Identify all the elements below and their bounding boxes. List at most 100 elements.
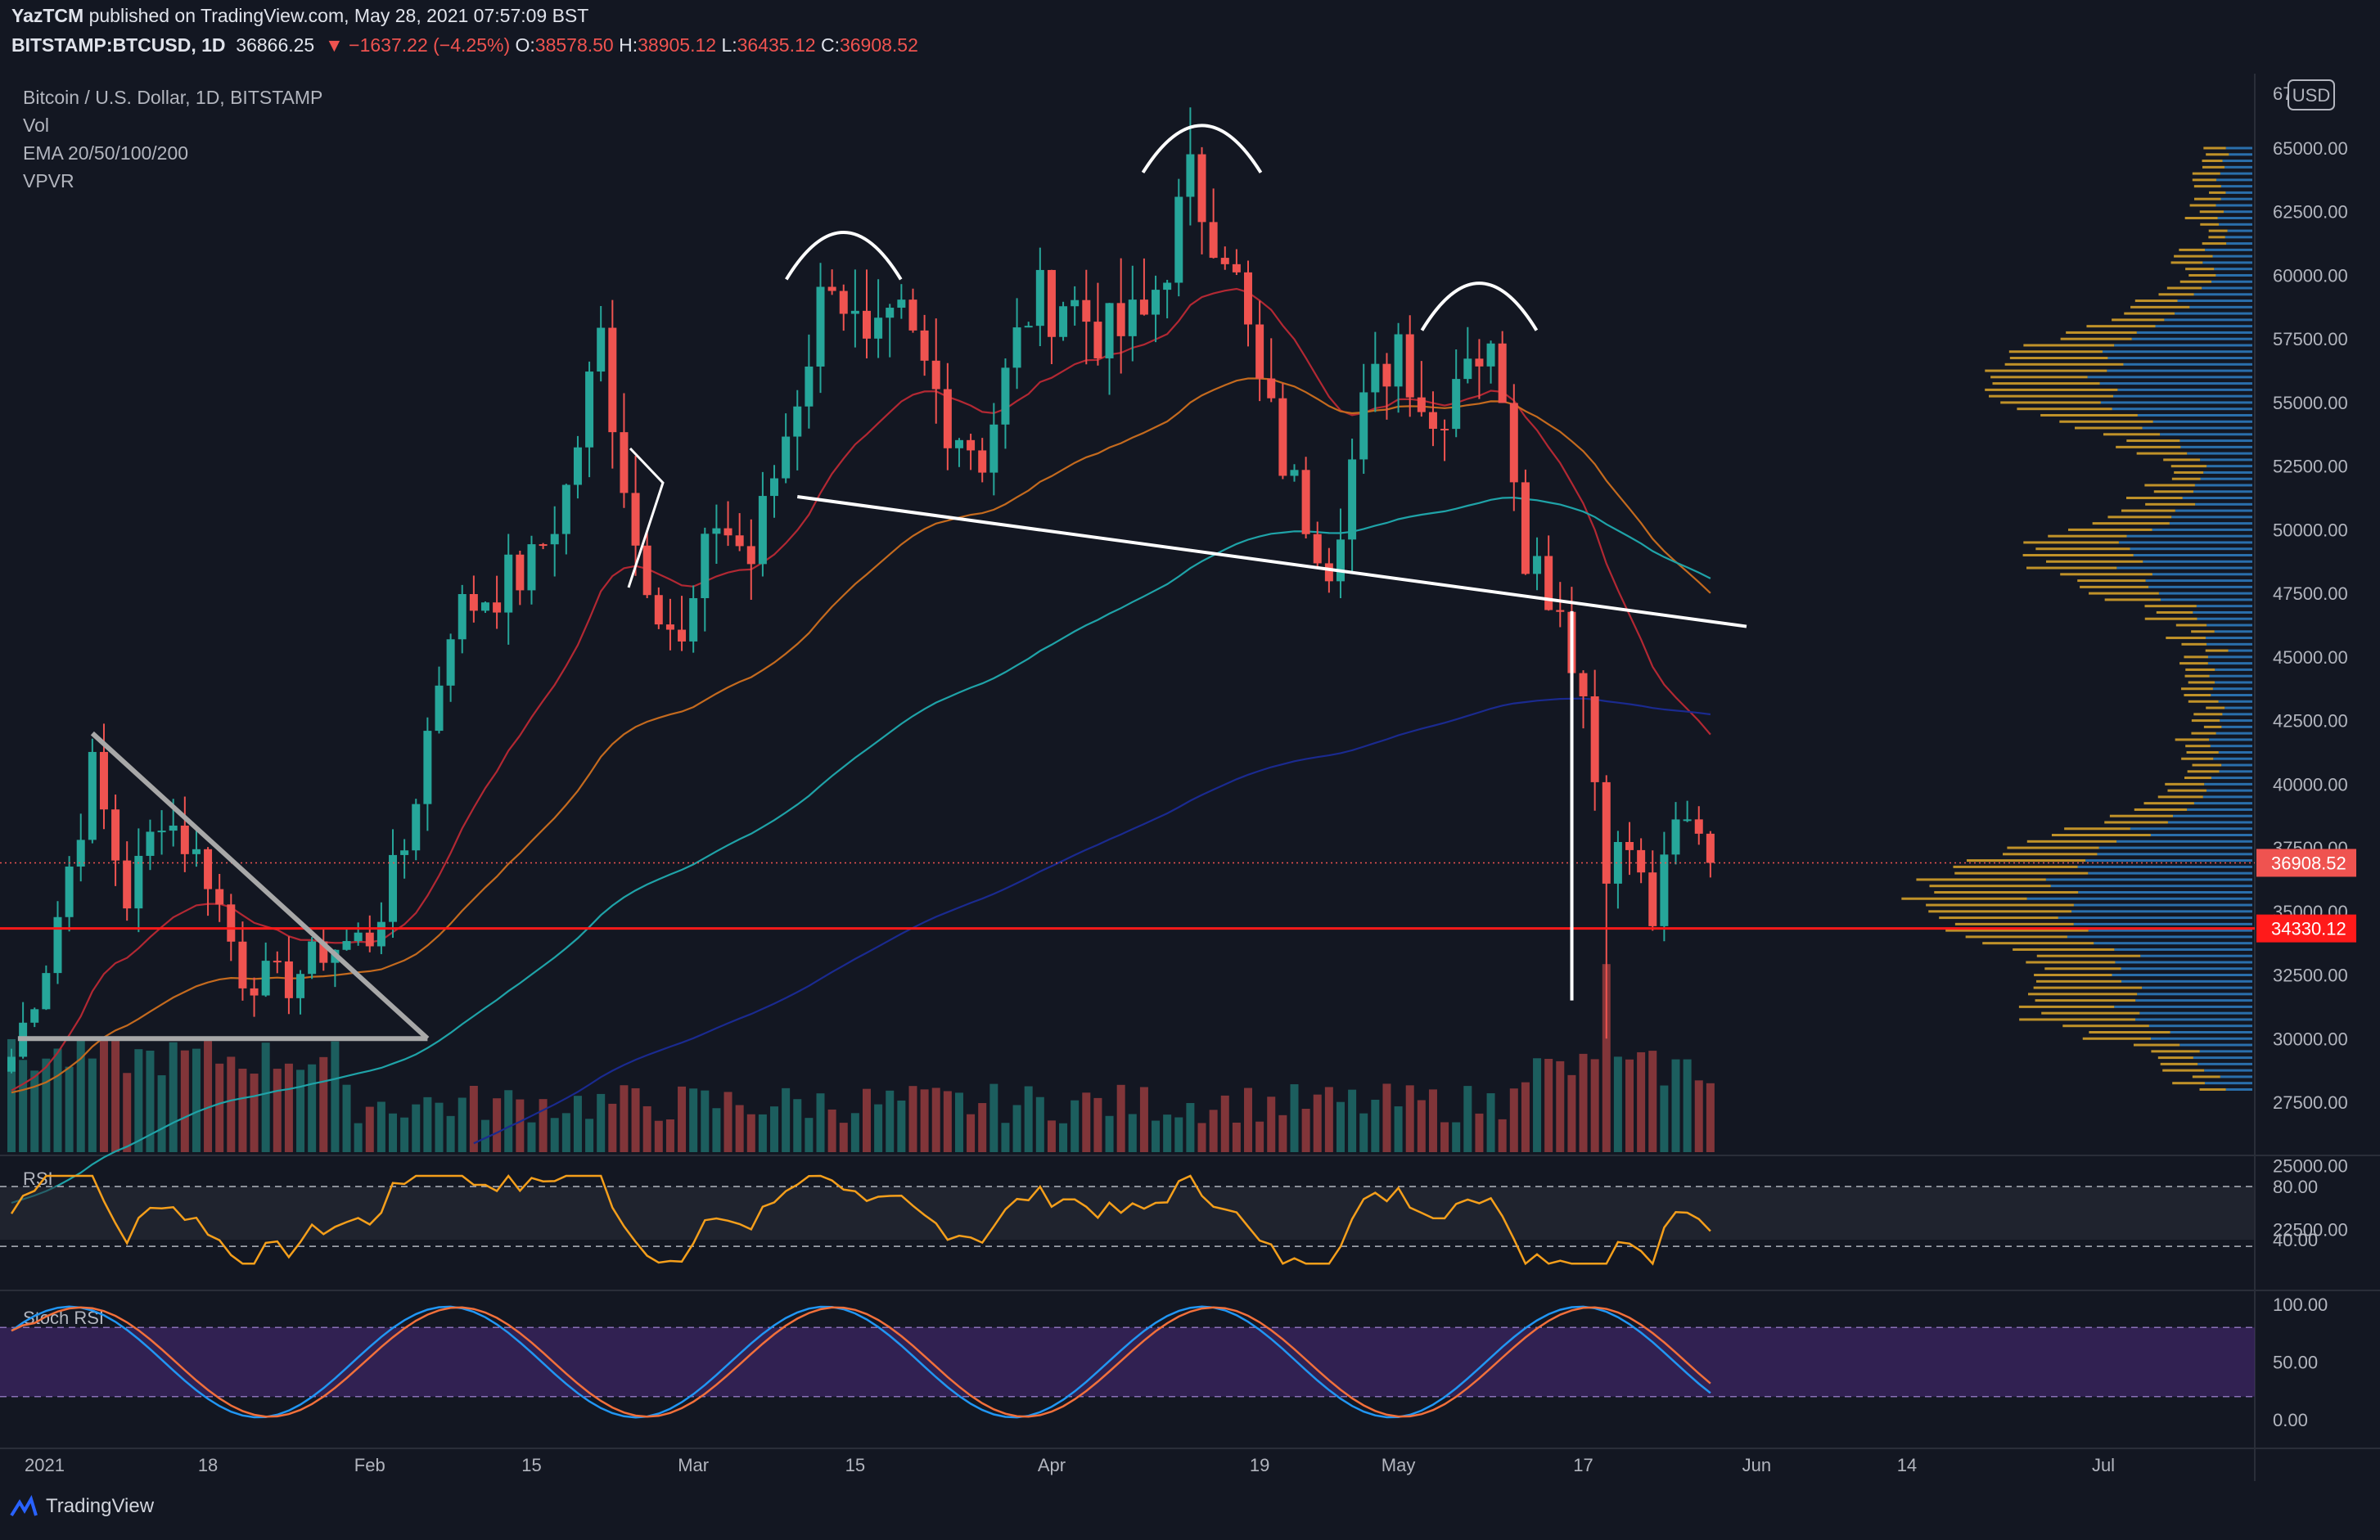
vpvr-bar-up [2097,853,2252,856]
price-change: −1637.22 (−4.25%) [349,34,511,56]
volume-bar [908,1086,917,1152]
volume-bar [469,1085,478,1152]
volume-bar [99,1038,108,1152]
volume-bar [1613,1056,1622,1152]
vpvr-bar-up [2205,637,2252,640]
volume-bar [1313,1094,1322,1152]
candle-body [1024,326,1033,328]
vpvr-bar-up [2215,273,2252,277]
volume-bar [1220,1095,1229,1152]
volume-bar [735,1105,744,1152]
close-value: 36908.52 [839,34,918,56]
volume-bar [989,1083,998,1152]
vpvr-bar-up [2215,204,2252,207]
vpvr-bar-down [2000,401,2101,404]
volume-bar [1197,1123,1206,1152]
candle-body [284,961,293,998]
vpvr-bar-up [2139,1011,2252,1015]
vpvr-bar-up [2112,974,2252,977]
vpvr-bar-up [2204,782,2252,786]
candle-body [53,916,62,974]
vpvr-bar-down [2026,961,2116,964]
candle-body [423,731,432,804]
vpvr-bar-up [2077,865,2252,868]
vpvr-bar-up [2187,452,2252,455]
volume-bar [1301,1109,1310,1152]
vpvr-bar-down [2192,763,2222,767]
volume-bar [1463,1086,1472,1152]
vpvr-bar-down [2191,732,2216,735]
vpvr-bar-up [2207,662,2252,665]
vpvr-bar-down [1992,382,2100,385]
vpvr-bar-down [2051,834,2151,837]
vpvr-bar-up [2142,426,2252,430]
legend-title[interactable]: Bitcoin / U.S. Dollar, 1D, BITSTAMP [23,87,323,108]
candle-body [1625,841,1634,850]
candle-body [1348,459,1357,540]
vpvr-bar-down [2133,1043,2180,1047]
currency-button[interactable] [2288,79,2335,110]
publisher-name[interactable]: YazTCM [11,5,84,26]
vpvr-bar-down [2202,160,2223,163]
price-tick-label: 25000.00 [2273,1156,2348,1177]
vpvr-bar-down [1953,865,2078,868]
vpvr-bar-up [2195,502,2252,506]
volume-bar [1382,1083,1391,1152]
vpvr-bar-up [2209,674,2252,678]
candle-body [458,593,467,640]
vpvr-bar-down [2064,827,2130,831]
open-value: 38578.50 [534,34,614,56]
volume-bar [1082,1092,1091,1152]
volume-bar [827,1109,836,1152]
vpvr-bar-down [2203,725,2222,728]
right-shoulder-arc [1420,281,1539,331]
published-text: published on TradingView.com, May 28, 20… [88,5,589,26]
vpvr-bar-up [2225,146,2252,150]
vpvr-bar-down [1945,929,2089,932]
candle-body [862,310,871,339]
vpvr-bar-down [2027,993,2138,996]
vpvr-bar-down [2172,1082,2205,1085]
candle-body [1706,833,1715,863]
candle-body [1001,367,1010,425]
candle-body [712,528,721,534]
symbol-label[interactable]: BITSTAMP:BTCUSD, 1D [11,34,226,56]
vpvr-bar-down [1965,935,2067,939]
volume-bar [1348,1089,1357,1152]
volume-bar [1683,1059,1692,1152]
volume-bar [65,1066,74,1152]
legend-ema[interactable]: EMA 20/50/100/200 [23,142,189,164]
vpvr-bar-up [2160,433,2252,436]
vpvr-bar-up [2211,777,2252,780]
volume-bar [1186,1103,1195,1152]
volume-bar [1544,1059,1553,1152]
vpvr-bar-up [2071,910,2252,913]
volume-bar [1590,1059,1599,1152]
candle-body [701,534,710,598]
vpvr-bar-down [2144,605,2197,608]
candle-body [204,849,213,889]
candle-body [504,554,513,613]
currency-label: USD [2292,85,2330,106]
candle-body [654,595,663,625]
vpvr-bar-down [2170,465,2207,468]
vpvr-bar-down [2205,649,2229,652]
tradingview-brand[interactable]: TradingView [10,1494,154,1519]
legend-vpvr[interactable]: VPVR [23,170,74,191]
rsi-tick-label: 80.00 [2273,1177,2318,1197]
candle-body [1452,379,1461,430]
candle-body [412,804,421,851]
volume-bar [1625,1059,1634,1152]
volume-bar [1071,1100,1080,1152]
vpvr-bar-up [2206,624,2252,627]
vpvr-bar-down [1926,903,2074,907]
legend-vol[interactable]: Vol [23,115,49,136]
candle-body [642,545,651,596]
vpvr-bar-down [2184,217,2218,220]
volume-bar [967,1114,976,1152]
volume-bar [157,1075,166,1152]
candle-body [978,450,987,473]
vpvr-bar-up [2179,439,2252,443]
candle-body [1313,534,1322,564]
